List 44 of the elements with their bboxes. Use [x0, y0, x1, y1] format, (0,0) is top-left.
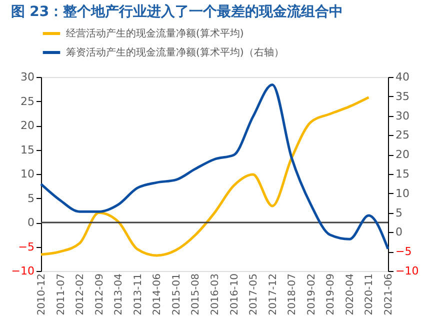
x-tick-label: 2019-02 [306, 274, 318, 316]
y-tick-label: 15 [20, 143, 34, 156]
x-tick-label: 2017-12 [268, 274, 279, 316]
y2-tick-label: 15 [396, 168, 410, 180]
y2-tick-label: −10 [396, 264, 419, 278]
line-series [40, 84, 390, 250]
x-tick-label: 2012-09 [94, 274, 106, 316]
y-tick-label: −10 [11, 264, 34, 278]
x-tick-label: 2013-04 [114, 274, 125, 316]
y-tick-label: 5 [28, 192, 34, 205]
x-tick-label: 2011-07 [56, 274, 67, 316]
y2-tick-label: 20 [396, 148, 410, 162]
y2-tick-label: 25 [396, 128, 410, 142]
x-tick-label: 2016-03 [210, 274, 221, 316]
y2-tick-label: 5 [396, 206, 402, 220]
legend-label: 经营活动产生的现金流量净额(算术平均) [66, 28, 244, 40]
x-tick-label: 2012-02 [75, 274, 86, 316]
y-tick-label: 30 [20, 70, 34, 84]
y-tick-label: 10 [20, 168, 34, 180]
y2-tick-label: 35 [396, 90, 410, 103]
x-tick-label: 2019-09 [326, 274, 337, 316]
x-tick-label: 2021-06 [384, 274, 394, 316]
x-tick-label: 2020-11 [364, 274, 376, 316]
y-tick-label: 25 [20, 94, 34, 108]
x-tick-label: 2014-06 [152, 274, 164, 316]
y-tick-label: 0 [28, 216, 34, 229]
chart-title: 图 23：整个地产行业进入了一个最差的现金流组合中 [10, 3, 344, 20]
x-tick-label: 2016-10 [229, 274, 240, 316]
x-tick-label: 2020-04 [344, 274, 356, 316]
y2-tick-label: 10 [396, 186, 410, 200]
x-tick-label: 2013-11 [132, 274, 144, 316]
y2-tick-label: −5 [396, 245, 412, 258]
x-tick-label: 2010-12 [36, 274, 48, 316]
legend-label: 筹资活动产生的现金流量净额(算术平均)（右轴） [66, 46, 284, 58]
x-tick-label: 2018-07 [287, 274, 298, 316]
y2-tick-label: 40 [396, 70, 410, 84]
x-tick-label: 2017-05 [248, 274, 260, 316]
x-tick-label: 2015-01 [171, 274, 182, 316]
y-tick-label: −5 [18, 240, 34, 254]
y-tick-label: 20 [20, 119, 34, 132]
y2-tick-label: 0 [396, 226, 402, 239]
x-tick-label: 2015-08 [190, 274, 202, 316]
y2-tick-label: 30 [396, 109, 410, 122]
line-series [40, 96, 370, 257]
